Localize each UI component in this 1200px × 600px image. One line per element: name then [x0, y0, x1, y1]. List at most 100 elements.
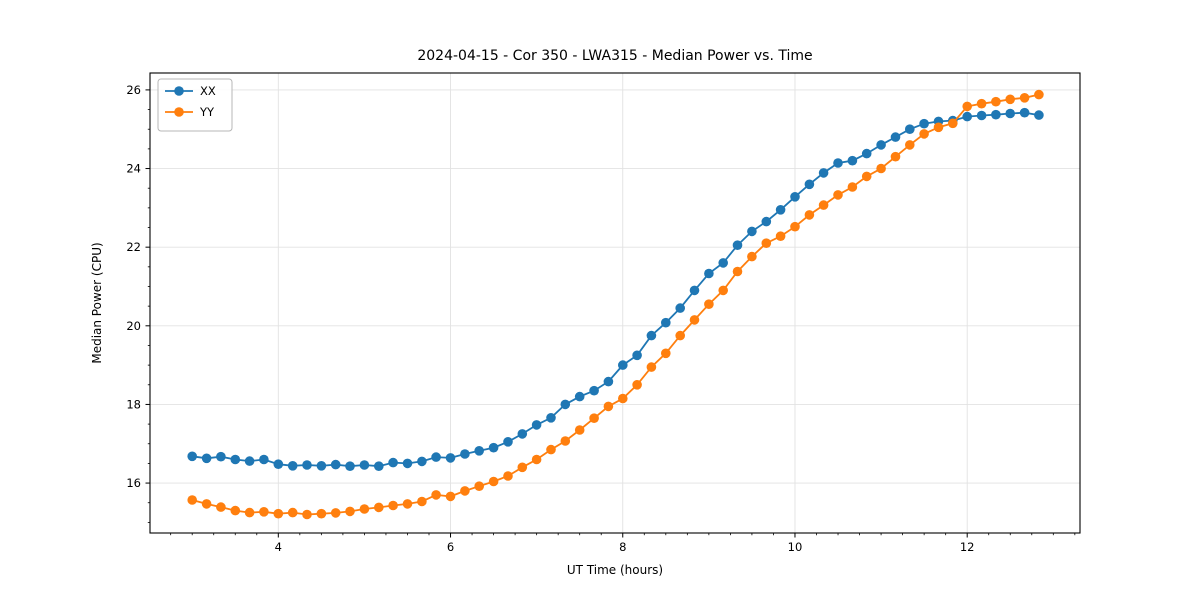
series-YY-marker: [402, 499, 413, 509]
series-YY-marker: [962, 101, 972, 112]
series-YY-marker: [259, 507, 269, 517]
series-YY-marker: [574, 425, 585, 435]
series-YY-marker: [804, 210, 815, 220]
series-YY-marker: [933, 122, 944, 133]
series-XX-marker: [402, 458, 413, 469]
y-tick-label: 16: [126, 476, 141, 490]
series-XX-marker: [919, 118, 929, 129]
series-XX-marker: [618, 360, 628, 370]
major-ticks: 4 6 8 10 12 16 18 20 22 24 26: [126, 83, 974, 554]
series-XX-marker: [976, 110, 987, 121]
series-YY-line: [191, 93, 1040, 516]
series-YY-marker: [230, 505, 241, 516]
series-XX-marker: [244, 456, 255, 466]
series-XX-marker: [574, 391, 585, 402]
legend-box: [157, 78, 233, 132]
x-axis-label: UT Time (hours): [566, 563, 664, 577]
y-tick-label: 26: [126, 83, 141, 97]
series-YY-marker: [445, 491, 456, 502]
series-XX-marker: [330, 459, 341, 470]
series-XX-marker: [962, 111, 972, 122]
legend: XX YY: [157, 78, 233, 132]
series-XX-marker: [1034, 110, 1044, 120]
series-YY: [187, 89, 1044, 520]
x-tick-label: 8: [619, 540, 626, 554]
series-YY-marker: [1005, 94, 1015, 105]
y-tick-label: 18: [126, 397, 141, 411]
x-tick-label: 10: [788, 540, 803, 554]
series-YY-marker: [618, 393, 628, 404]
series-YY-marker: [876, 163, 886, 174]
series-YY-marker: [503, 471, 513, 481]
series-YY-marker: [374, 502, 384, 513]
series-XX-marker: [345, 461, 355, 472]
series-YY-marker: [747, 251, 757, 262]
series-XX-marker: [718, 258, 728, 268]
series-XX-marker: [589, 385, 599, 396]
series-XX-marker: [661, 317, 671, 328]
series-YY-marker: [790, 221, 800, 232]
chart-title: 2024-04-15 - Cor 350 - LWA315 - Median P…: [417, 48, 813, 64]
series-YY-marker: [201, 499, 212, 509]
series-YY-marker: [546, 444, 556, 455]
series-YY-marker: [517, 462, 528, 473]
y-tick-label: 24: [126, 162, 141, 176]
legend-label-XX: XX: [200, 84, 216, 98]
series-YY-marker: [488, 476, 499, 487]
grid: [150, 73, 1080, 533]
series-XX-marker: [747, 226, 757, 237]
series-YY-marker: [847, 182, 858, 192]
x-tick-label: 4: [275, 540, 282, 554]
series-XX-marker: [1005, 108, 1015, 119]
series-YY-marker: [833, 190, 843, 200]
series-XX-marker: [374, 461, 384, 472]
series-XX-marker: [646, 330, 657, 341]
x-tick-label: 6: [447, 540, 454, 554]
series-XX-marker: [560, 399, 571, 410]
series-XX-marker: [417, 456, 427, 467]
series-XX-marker: [689, 285, 700, 296]
series-XX-marker: [1019, 107, 1030, 118]
minor-ticks: [147, 109, 1076, 536]
series-XX-marker: [675, 303, 685, 313]
series-YY-marker: [388, 500, 398, 511]
series-YY-marker: [718, 285, 728, 296]
series-YY-marker: [732, 266, 743, 277]
series-YY-marker: [646, 362, 657, 372]
series-XX-marker: [775, 205, 786, 215]
series-XX-marker: [991, 109, 1001, 120]
series-YY-marker: [675, 330, 685, 341]
series-YY-marker: [216, 502, 226, 512]
series-XX-marker: [546, 413, 556, 423]
series-XX-marker: [876, 140, 886, 150]
series-YY-marker: [775, 231, 786, 241]
series-XX-marker: [388, 457, 398, 468]
series-XX-marker: [273, 459, 284, 470]
series-YY-marker: [1019, 93, 1030, 103]
series-XX-marker: [359, 460, 370, 470]
series-YY-marker: [704, 299, 714, 310]
series-YY-marker: [431, 490, 441, 500]
series-XX-marker: [905, 124, 915, 134]
series-XX-marker: [316, 461, 327, 471]
legend-label-YY: YY: [199, 105, 215, 119]
series-YY-marker: [302, 509, 312, 520]
series-YY-marker: [689, 315, 700, 325]
series-YY-marker: [460, 486, 470, 496]
series-XX: [187, 107, 1044, 472]
series-XX-marker: [216, 451, 226, 462]
series-XX-marker: [833, 158, 843, 168]
series-YY-marker: [661, 348, 671, 359]
series-YY-marker: [359, 504, 370, 514]
series-YY-marker: [345, 506, 355, 517]
series-YY-marker: [187, 495, 197, 505]
series-XX-marker: [890, 132, 901, 142]
series-XX-marker: [732, 240, 743, 250]
series-XX-marker: [230, 454, 241, 465]
x-tick-label: 12: [960, 540, 975, 554]
legend-marker-XX: [174, 86, 184, 96]
series-XX-marker: [503, 437, 513, 447]
series-XX-marker: [761, 216, 772, 227]
